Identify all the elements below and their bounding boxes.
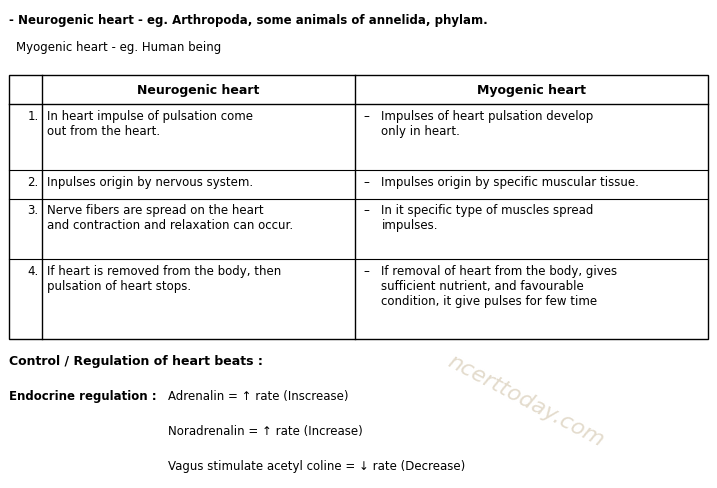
Text: Impulses of heart pulsation develop
only in heart.: Impulses of heart pulsation develop only…: [381, 110, 594, 138]
Text: Neurogenic heart: Neurogenic heart: [137, 84, 260, 97]
Text: –: –: [364, 176, 369, 188]
Text: 1.: 1.: [27, 110, 39, 123]
Text: 4.: 4.: [27, 264, 39, 277]
Text: Control / Regulation of heart beats :: Control / Regulation of heart beats :: [9, 354, 262, 367]
Text: If heart is removed from the body, then
pulsation of heart stops.: If heart is removed from the body, then …: [47, 264, 281, 292]
Text: - Neurogenic heart - eg. Arthropoda, some animals of annelida, phylam.: - Neurogenic heart - eg. Arthropoda, som…: [9, 14, 488, 27]
Text: –: –: [364, 110, 369, 123]
Bar: [9, 76, 708, 339]
Text: Myogenic heart: Myogenic heart: [477, 84, 587, 97]
Text: –: –: [364, 264, 369, 277]
Text: Endocrine regulation :: Endocrine regulation :: [9, 389, 161, 402]
Text: Nerve fibers are spread on the heart
and contraction and relaxation can occur.: Nerve fibers are spread on the heart and…: [47, 204, 293, 232]
Text: 2.: 2.: [27, 176, 39, 188]
Text: Vagus stimulate acetyl coline = ↓ rate (Decrease): Vagus stimulate acetyl coline = ↓ rate (…: [168, 459, 466, 472]
Text: ncerttoday.com: ncerttoday.com: [445, 350, 608, 450]
Text: Inpulses origin by nervous system.: Inpulses origin by nervous system.: [47, 176, 252, 188]
Text: Impulses origin by specific muscular tissue.: Impulses origin by specific muscular tis…: [381, 176, 640, 188]
Text: –: –: [364, 204, 369, 217]
Text: If removal of heart from the body, gives
sufficient nutrient, and favourable
con: If removal of heart from the body, gives…: [381, 264, 617, 307]
Text: Myogenic heart - eg. Human being: Myogenic heart - eg. Human being: [16, 41, 221, 54]
Text: Adrenalin = ↑ rate (Inscrease): Adrenalin = ↑ rate (Inscrease): [168, 389, 349, 402]
Text: 3.: 3.: [27, 204, 39, 217]
Text: In heart impulse of pulsation come
out from the heart.: In heart impulse of pulsation come out f…: [47, 110, 252, 138]
Text: Noradrenalin = ↑ rate (Increase): Noradrenalin = ↑ rate (Increase): [168, 424, 364, 437]
Text: In it specific type of muscles spread
impulses.: In it specific type of muscles spread im…: [381, 204, 594, 232]
